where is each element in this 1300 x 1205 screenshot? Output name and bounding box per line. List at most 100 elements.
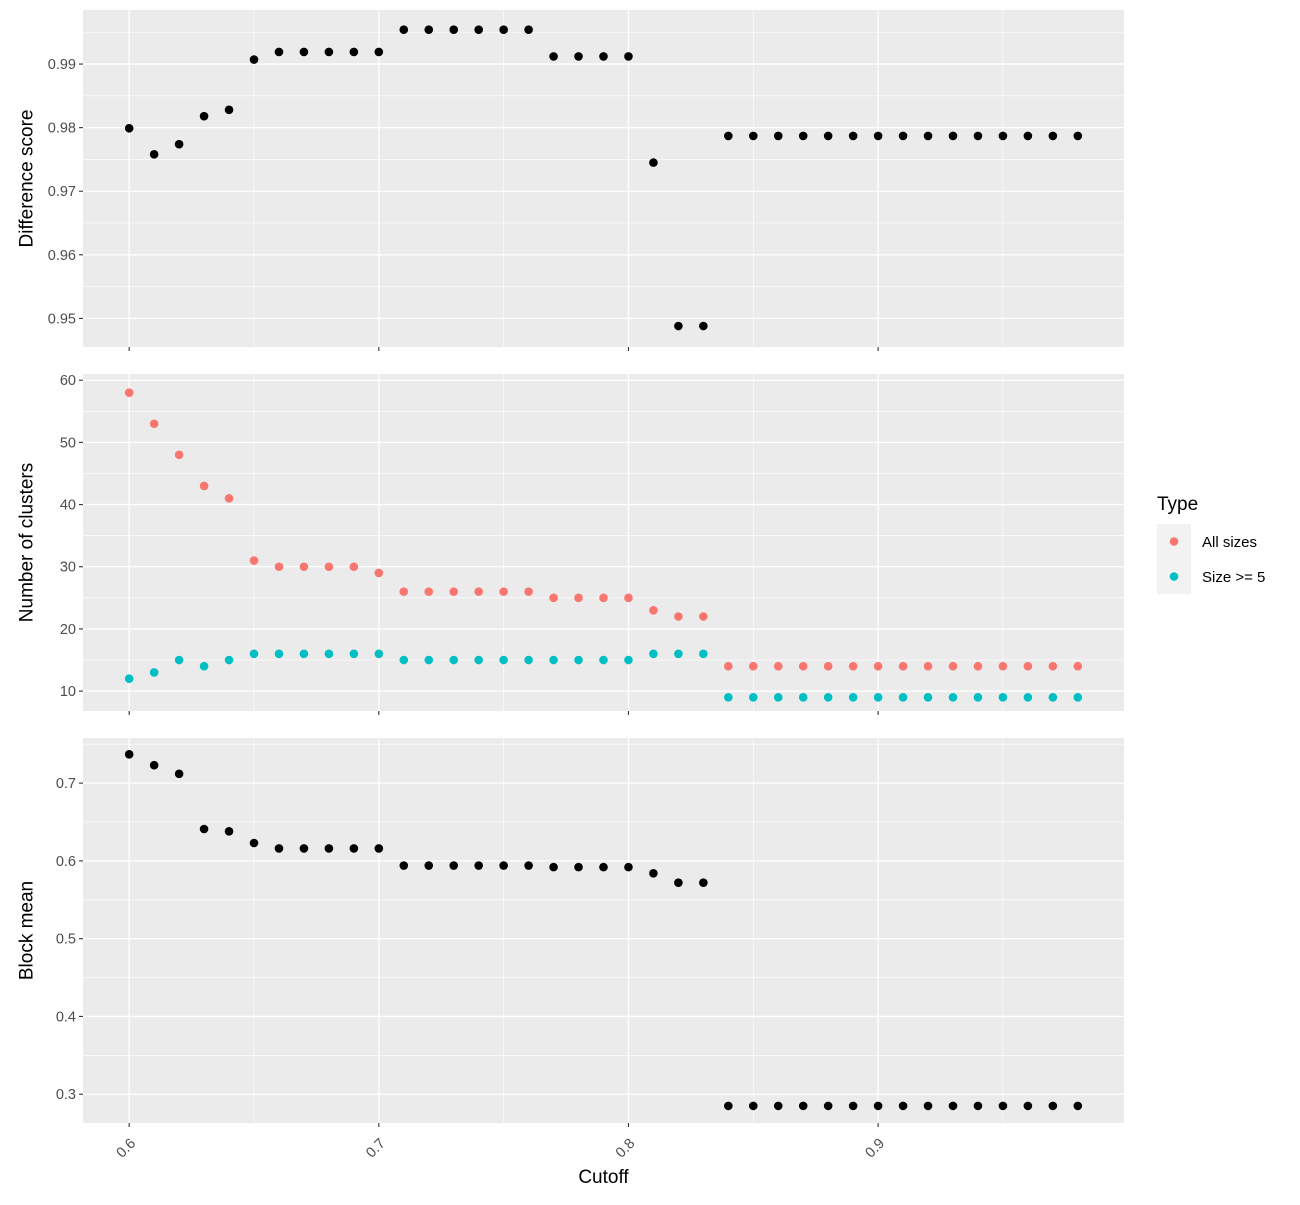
data-point <box>773 693 783 702</box>
data-point <box>773 661 783 671</box>
data-point <box>324 844 334 853</box>
data-point <box>424 587 434 596</box>
y-tick-label: 0.96 <box>48 248 76 264</box>
data-point <box>649 605 658 615</box>
data-point <box>724 693 733 702</box>
data-point <box>424 25 434 35</box>
data-point <box>399 861 409 870</box>
x-tick-label: 0.6 <box>114 1136 140 1162</box>
data-point <box>499 861 508 870</box>
data-point <box>499 655 508 665</box>
legend-label: Size >= 5 <box>1202 569 1265 586</box>
y-tick-label: 60 <box>60 373 76 389</box>
data-point <box>823 1101 833 1111</box>
y-tick-label: 0.95 <box>48 311 76 327</box>
y-tick-label: 0.97 <box>48 184 76 200</box>
data-point <box>549 593 558 603</box>
data-point <box>1048 661 1058 671</box>
data-point <box>599 593 608 603</box>
data-point <box>923 131 933 141</box>
data-point <box>374 649 384 659</box>
data-point <box>599 862 608 872</box>
data-point <box>1048 131 1058 141</box>
data-point <box>399 655 409 665</box>
data-point <box>224 827 234 836</box>
data-point <box>699 321 708 331</box>
panel-background <box>83 738 1124 1123</box>
data-point <box>474 655 483 665</box>
data-point <box>848 131 858 141</box>
data-point <box>124 674 134 683</box>
data-point <box>124 388 134 397</box>
y-tick-label: 0.98 <box>48 121 76 137</box>
data-point <box>149 668 159 677</box>
data-point <box>1048 1101 1058 1111</box>
data-point <box>499 587 508 596</box>
data-point <box>249 649 259 659</box>
data-point <box>873 131 883 141</box>
data-point <box>973 661 983 671</box>
data-point <box>748 1101 758 1111</box>
data-point <box>649 158 658 167</box>
data-point <box>299 47 309 57</box>
y-tick-label: 0.3 <box>56 1087 76 1103</box>
y-axis-title: Block mean <box>17 881 38 980</box>
data-point <box>474 587 483 596</box>
y-tick-label: 10 <box>60 684 76 700</box>
data-point <box>898 661 908 671</box>
y-tick-label: 0.6 <box>56 854 76 870</box>
y-tick-label: 0.5 <box>56 932 76 948</box>
data-point <box>324 47 334 57</box>
data-point <box>149 760 159 770</box>
data-point <box>724 661 733 671</box>
data-point <box>748 693 758 702</box>
data-point <box>748 131 758 141</box>
legend-title: Type <box>1157 494 1198 515</box>
y-tick-label: 40 <box>60 498 76 514</box>
data-point <box>474 25 483 35</box>
data-point <box>1073 661 1083 671</box>
data-point <box>948 661 958 671</box>
legend-key-point <box>1169 572 1179 581</box>
y-axis-title: Difference score <box>17 110 38 248</box>
data-point <box>599 655 608 665</box>
data-point <box>449 587 459 596</box>
data-point <box>1023 1101 1033 1111</box>
panel-background <box>83 10 1124 347</box>
data-point <box>624 862 633 872</box>
data-point <box>1048 693 1058 702</box>
data-point <box>1023 131 1033 141</box>
data-point <box>449 655 459 665</box>
x-tick-label: 0.7 <box>363 1136 389 1162</box>
data-point <box>224 655 234 665</box>
data-point <box>898 693 908 702</box>
data-point <box>449 861 459 870</box>
data-point <box>823 661 833 671</box>
data-point <box>748 661 758 671</box>
data-point <box>174 450 184 460</box>
x-tick-label: 0.9 <box>863 1136 889 1162</box>
data-point <box>324 562 334 572</box>
data-point <box>149 419 159 429</box>
data-point <box>274 844 284 853</box>
data-point <box>349 562 359 572</box>
data-point <box>224 105 234 115</box>
data-point <box>424 861 434 870</box>
data-point <box>374 568 384 578</box>
y-tick-label: 0.4 <box>56 1009 76 1025</box>
data-point <box>898 1101 908 1111</box>
data-point <box>649 649 658 659</box>
data-point <box>873 1101 883 1111</box>
data-point <box>873 661 883 671</box>
data-point <box>724 131 733 141</box>
data-point <box>549 655 558 665</box>
data-point <box>349 649 359 659</box>
data-point <box>624 593 633 603</box>
data-point <box>624 52 633 61</box>
data-point <box>848 1101 858 1111</box>
data-point <box>124 123 134 133</box>
data-point <box>699 649 708 659</box>
data-point <box>374 47 384 57</box>
